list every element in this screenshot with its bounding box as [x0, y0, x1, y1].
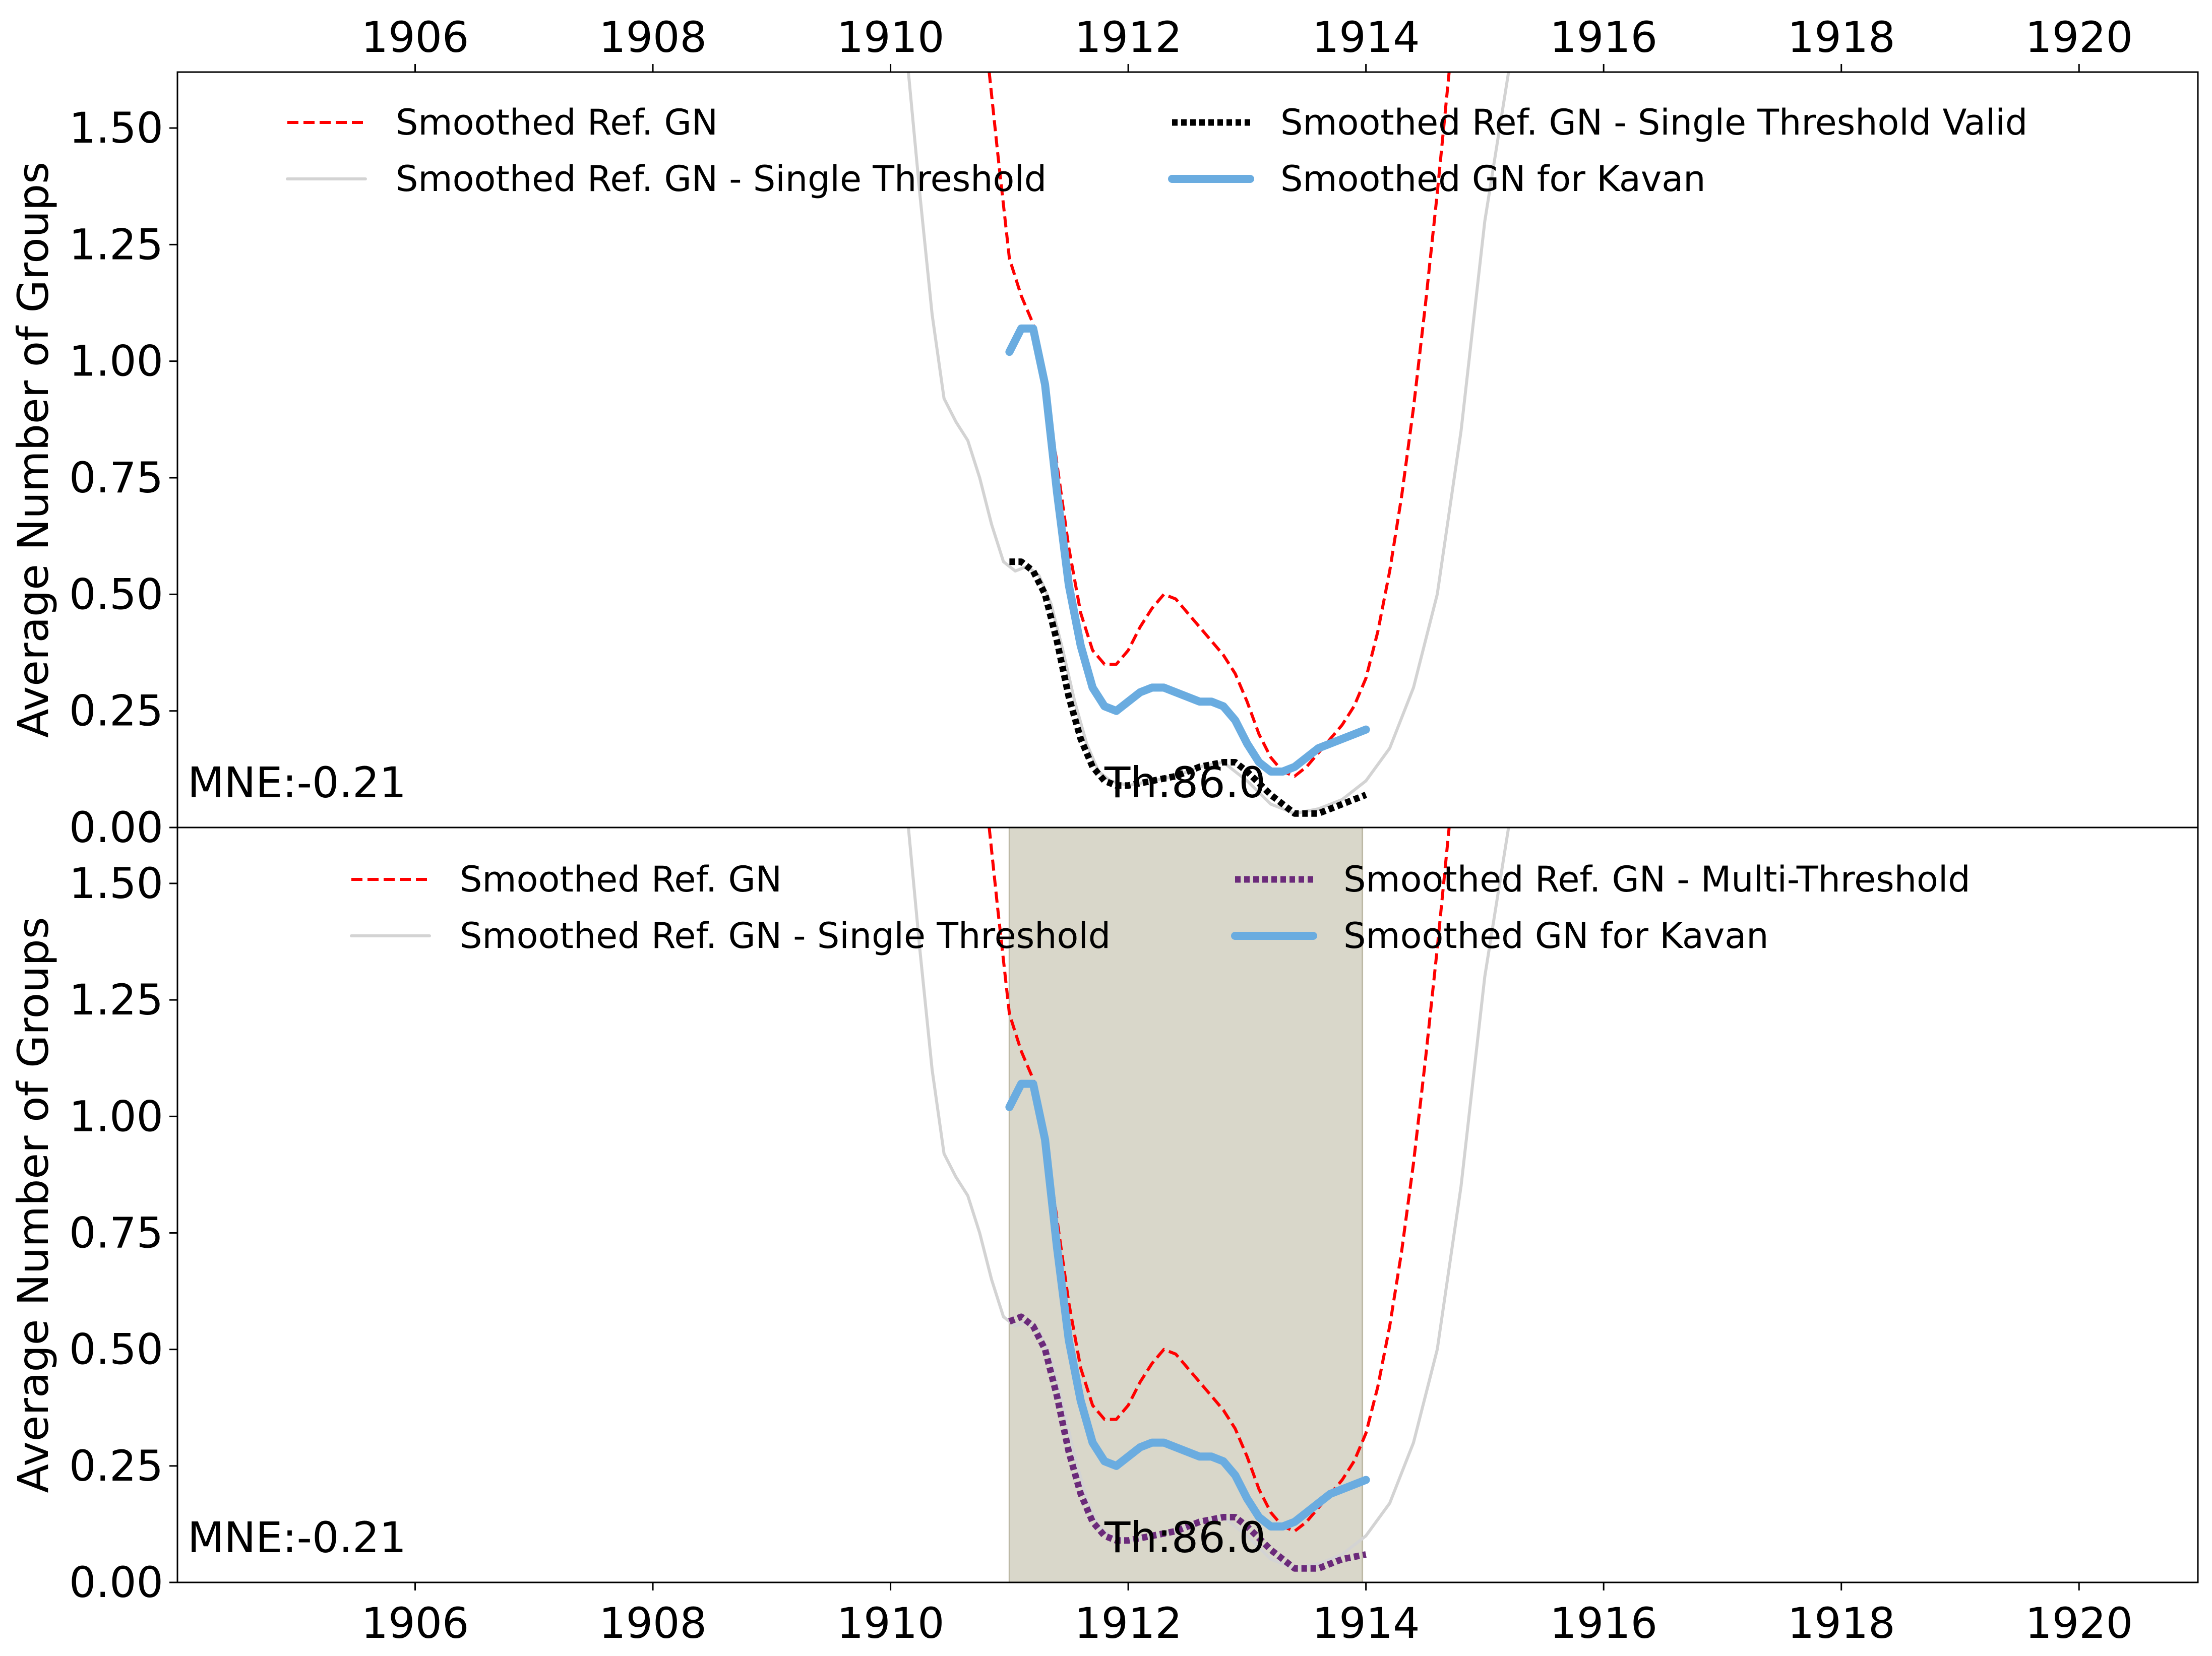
x-tick-label: 1906 — [361, 1599, 469, 1648]
series-line — [1008, 1313, 1367, 1572]
legend-label: Smoothed Ref. GN - Single Threshold — [396, 158, 1047, 200]
series-2 — [1009, 558, 1367, 817]
series-line — [988, 827, 1451, 1533]
series-line — [988, 72, 1451, 778]
y-tick-label: 1.50 — [69, 103, 163, 153]
x-tick-label: 1906 — [361, 13, 469, 62]
y-tick-label: 0.00 — [69, 1558, 163, 1607]
series-line — [1005, 1079, 1370, 1531]
y-axis-label: Average Number of Groups — [9, 162, 58, 738]
plot-area — [907, 72, 1510, 817]
mne-annotation: MNE:-0.21 — [188, 758, 406, 807]
y-tick-label: 1.25 — [69, 975, 163, 1025]
legend-label: Smoothed GN for Kavan — [1280, 158, 1705, 200]
y-tick-label: 1.25 — [69, 220, 163, 269]
panel-top: Smoothed Ref. GN Smoothed Ref. GN - Singl… — [9, 13, 2199, 852]
x-tick-label: 1914 — [1312, 13, 1420, 62]
x-tick-label: 1908 — [599, 13, 707, 62]
series-3 — [1005, 324, 1370, 776]
panel-bottom: Smoothed Ref. GN Smoothed Ref. GN - Singl… — [9, 826, 2199, 1648]
y-tick-label: 1.00 — [69, 1092, 163, 1141]
threshold-annotation: Th:86.0 — [1104, 758, 1266, 807]
mne-annotation: MNE:-0.21 — [188, 1513, 406, 1562]
legend-label: Smoothed Ref. GN - Multi-Threshold — [1343, 859, 1971, 900]
legend: Smoothed Ref. GN Smoothed Ref. GN - Singl… — [350, 859, 1971, 957]
legend-label: Smoothed GN for Kavan — [1343, 915, 1768, 957]
x-tick-label: 1912 — [1074, 1599, 1182, 1648]
x-tick-label: 1912 — [1074, 13, 1182, 62]
legend: Smoothed Ref. GN Smoothed Ref. GN - Singl… — [286, 102, 2027, 200]
y-tick-label: 1.00 — [69, 337, 163, 386]
x-tick-label: 1920 — [2025, 1599, 2133, 1648]
x-tick-label: 1920 — [2025, 13, 2133, 62]
y-tick-label: 0.50 — [69, 569, 163, 619]
x-tick-label: 1918 — [1788, 13, 1895, 62]
x-tick-label: 1910 — [837, 13, 945, 62]
y-tick-label: 0.75 — [69, 453, 163, 502]
x-tick-label: 1914 — [1312, 1599, 1420, 1648]
legend-label: Smoothed Ref. GN — [460, 859, 782, 900]
threshold-annotation: Th:86.0 — [1104, 1513, 1266, 1562]
plot-area — [907, 827, 1510, 1572]
y-tick-label: 0.25 — [69, 686, 163, 736]
x-tick-label: 1918 — [1788, 1599, 1895, 1648]
x-tick-label: 1910 — [837, 1599, 945, 1648]
x-tick-label: 1916 — [1550, 1599, 1657, 1648]
series-3 — [1005, 1079, 1370, 1531]
y-tick-label: 1.50 — [69, 859, 163, 908]
series-line — [1009, 558, 1367, 817]
legend-label: Smoothed Ref. GN - Single Threshold Vali… — [1280, 102, 2027, 143]
series-line — [1005, 324, 1370, 776]
y-tick-label: 0.25 — [69, 1441, 163, 1491]
x-tick-label: 1916 — [1550, 13, 1657, 62]
x-tick-label: 1908 — [599, 1599, 707, 1648]
y-tick-label: 0.50 — [69, 1325, 163, 1374]
series-0 — [988, 827, 1451, 1533]
axes-frame — [176, 826, 2199, 1583]
legend-label: Smoothed Ref. GN — [396, 102, 718, 143]
series-2 — [1008, 1313, 1367, 1572]
legend-label: Smoothed Ref. GN - Single Threshold — [460, 915, 1111, 957]
series-0 — [988, 72, 1451, 778]
y-axis-label: Average Number of Groups — [9, 917, 58, 1493]
y-tick-label: 0.75 — [69, 1208, 163, 1257]
y-tick-label: 0.00 — [69, 803, 163, 852]
